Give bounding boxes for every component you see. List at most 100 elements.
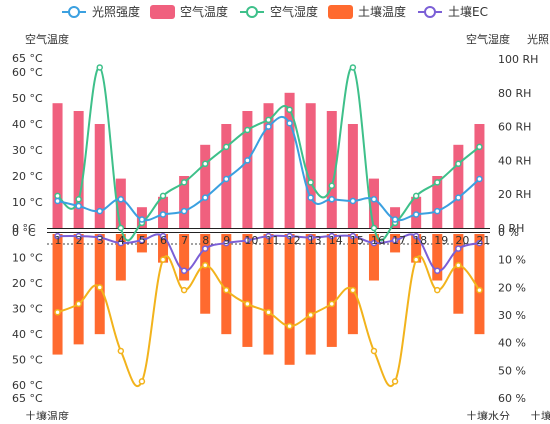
- point-light-intensity: [286, 119, 293, 127]
- point-soil-moisture: [328, 300, 336, 308]
- legend-label-soil-ec: 土壤EC: [448, 4, 488, 19]
- point-air-humidity: [54, 192, 61, 200]
- point-air-humidity: [349, 64, 357, 71]
- point-soil-ec: [75, 232, 82, 240]
- point-air-humidity: [75, 196, 82, 203]
- point-soil-ec: [54, 232, 61, 240]
- right-bottom-tick: 0 %: [498, 226, 519, 239]
- point-air-humidity: [96, 64, 103, 71]
- point-soil-ec: [349, 232, 357, 240]
- point-soil-moisture: [117, 347, 125, 355]
- point-soil-ec: [201, 245, 209, 252]
- left-bottom-tick: 60 °C: [12, 379, 43, 392]
- point-soil-moisture: [349, 286, 357, 294]
- point-air-humidity: [434, 179, 441, 186]
- axis-title-left-bottom: 土壤温度: [25, 409, 69, 420]
- point-light-intensity: [349, 197, 357, 205]
- left-top-tick: 40 °C: [12, 118, 43, 131]
- point-soil-moisture: [307, 311, 314, 319]
- point-soil-ec: [412, 232, 420, 240]
- right-top-tick: 100 RH: [498, 53, 538, 66]
- left-bottom-tick: 20 °C: [12, 277, 43, 290]
- x-tick-label: 16: [371, 234, 385, 247]
- point-light-intensity: [117, 196, 125, 203]
- left-top-tick: 60 °C: [12, 66, 43, 79]
- right-bottom-tick: 50 %: [498, 364, 526, 377]
- left-top-tick: 0 °C: [12, 222, 36, 235]
- left-bottom-tick: 30 °C: [12, 303, 43, 316]
- left-top-tick: 20 °C: [12, 170, 43, 183]
- bar-soil-temperature: [200, 234, 211, 314]
- legend-label-light: 光照强度: [92, 4, 140, 19]
- point-light-intensity: [328, 196, 336, 203]
- point-soil-ec: [328, 232, 336, 240]
- point-soil-ec: [455, 245, 462, 252]
- x-tick-label: 10: [244, 234, 258, 247]
- left-top-tick: 10 °C: [12, 196, 43, 209]
- bar-soil-temperature: [73, 234, 84, 345]
- point-soil-ec: [117, 239, 125, 247]
- bar-air-temperature: [263, 103, 274, 228]
- axis-title-right-bottom-2: 土壤: [530, 409, 550, 420]
- x-tick-label: 9: [223, 234, 230, 247]
- point-soil-ec: [159, 232, 167, 240]
- left-top-tick: 65 °C: [12, 52, 43, 65]
- left-bottom-tick: 10 °C: [12, 252, 43, 265]
- bar-soil-temperature: [432, 234, 443, 281]
- point-light-intensity: [180, 207, 188, 215]
- x-tick-label: 1: [55, 234, 62, 247]
- point-air-humidity: [201, 160, 209, 168]
- bar-air-temperature: [115, 178, 126, 228]
- point-air-humidity: [307, 179, 314, 186]
- legend-swatch-air-temp: [150, 5, 175, 19]
- bar-air-temperature: [453, 144, 464, 228]
- legend-label-air-temp: 空气温度: [180, 4, 228, 19]
- bar-air-temperature: [326, 111, 337, 228]
- axis-title-right-top-2: 光照: [527, 32, 549, 46]
- axis-title-right-top-1: 空气湿度: [466, 32, 510, 46]
- bar-air-temperature: [242, 111, 253, 228]
- axis-title-left-top: 空气温度: [25, 32, 69, 46]
- x-tick-label: 21: [476, 234, 490, 247]
- point-soil-ec: [391, 237, 399, 244]
- point-soil-ec: [370, 239, 378, 247]
- point-light-intensity: [159, 211, 167, 218]
- left-top-tick: 30 °C: [12, 144, 43, 157]
- point-air-humidity: [476, 143, 483, 151]
- point-light-intensity: [201, 194, 209, 201]
- point-light-intensity: [54, 197, 61, 205]
- left-bottom-tick: 40 °C: [12, 328, 43, 341]
- point-air-humidity: [244, 126, 251, 134]
- point-light-intensity: [244, 157, 251, 164]
- right-top-tick: 60 RH: [498, 121, 531, 134]
- bar-soil-temperature: [368, 234, 379, 281]
- point-soil-ec: [265, 232, 272, 240]
- bar-soil-temperature: [242, 234, 253, 347]
- point-soil-ec: [180, 267, 188, 274]
- point-soil-moisture: [455, 261, 462, 269]
- bar-soil-temperature: [284, 234, 295, 365]
- x-tick-label: 11: [266, 234, 280, 247]
- x-tick-label: 13: [308, 234, 322, 247]
- bar-air-temperature: [200, 144, 211, 228]
- right-bottom-tick: 20 %: [498, 281, 526, 294]
- left-top-tick: 50 °C: [12, 92, 43, 105]
- bar-soil-temperature: [115, 234, 126, 281]
- point-soil-moisture: [75, 300, 82, 308]
- legend-marker-soil-ec: [424, 6, 436, 18]
- bar-soil-temperature: [326, 234, 337, 347]
- point-soil-ec: [244, 237, 251, 244]
- point-light-intensity: [391, 216, 399, 223]
- left-bottom-tick: 0 °C: [12, 226, 36, 239]
- bar-soil-temperature: [305, 234, 316, 355]
- point-light-intensity: [96, 207, 103, 215]
- point-air-humidity: [223, 143, 230, 151]
- bar-soil-temperature: [179, 234, 190, 281]
- point-soil-moisture: [201, 261, 209, 269]
- bar-air-temperature: [179, 176, 190, 228]
- right-top-tick: 40 RH: [498, 154, 531, 167]
- point-soil-moisture: [96, 284, 103, 291]
